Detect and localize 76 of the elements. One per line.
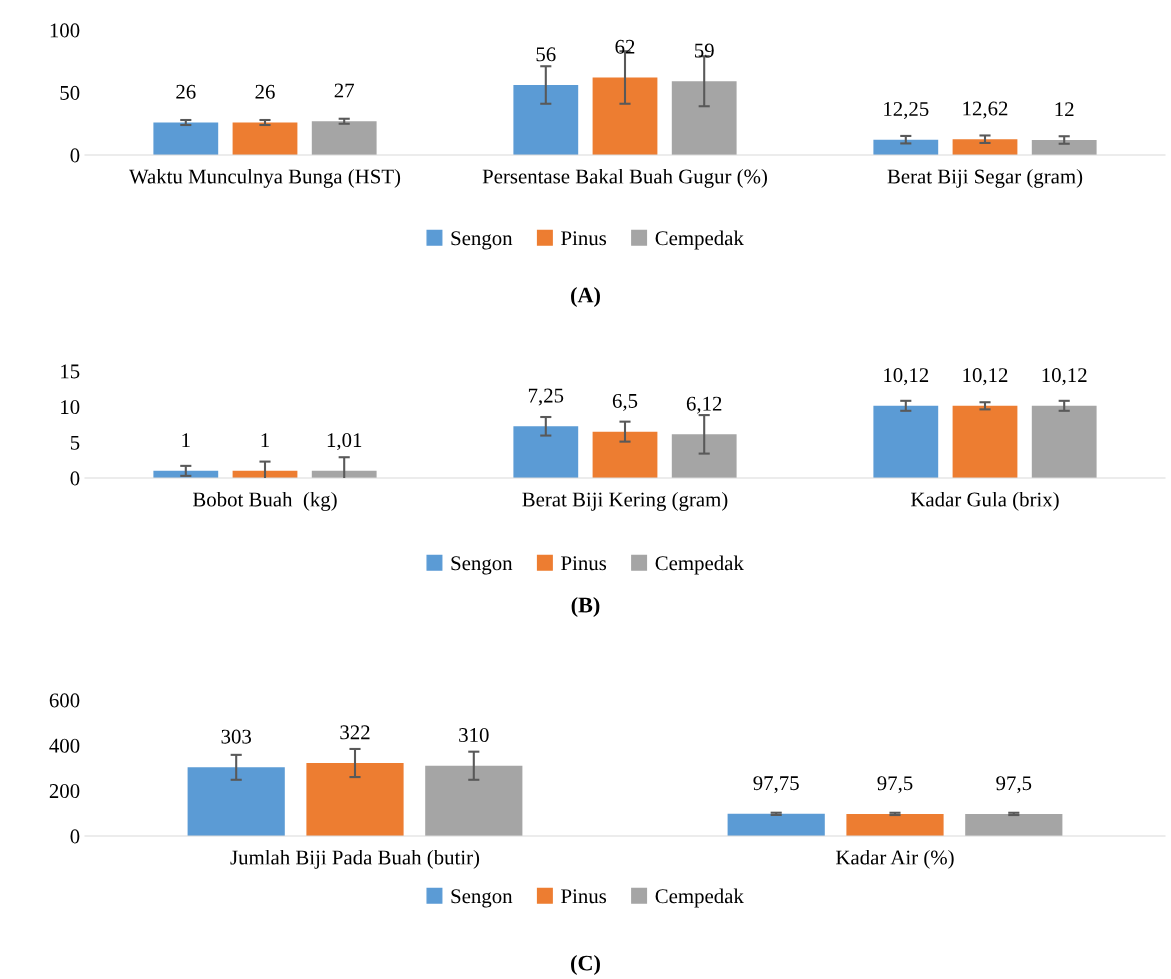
data-label: 10,12 — [963, 368, 1008, 386]
y-tick-label: 400 — [49, 738, 80, 753]
x-tick-label: Persentase Bakal Buah Gugur (%) — [482, 168, 767, 188]
y-tick-label: 5 — [70, 435, 80, 450]
x-tick-label: Kadar Air (%) — [836, 849, 954, 869]
data-label: 10,12 — [1042, 368, 1087, 386]
legend-label: Cempedak — [655, 555, 744, 575]
text: (C) — [571, 954, 600, 976]
bar — [311, 121, 377, 155]
bar — [965, 813, 1063, 836]
data-label: 12 — [1055, 102, 1074, 117]
bar — [952, 405, 1018, 478]
x-tick-label: Jumlah Biji Pada Buah (butir) — [230, 849, 480, 869]
legend-label: Sengon — [451, 231, 513, 250]
legend-label: Sengon — [451, 556, 513, 575]
y-tick-label: 15 — [61, 364, 80, 379]
y-tick-label: 0 — [70, 471, 80, 486]
bar — [306, 763, 404, 836]
bar — [232, 122, 298, 155]
data-label: 7,25 — [528, 388, 564, 406]
data-label: 310 — [459, 728, 489, 743]
bar — [513, 85, 579, 155]
data-label: 6,5 — [612, 393, 638, 411]
x-tick-label: Berat Biji Segar (gram) — [887, 168, 1083, 188]
bar — [153, 122, 219, 155]
data-label: 97,5 — [877, 776, 913, 794]
bar — [513, 426, 579, 478]
legend-label: Cempedak — [655, 888, 744, 908]
bar — [727, 813, 825, 836]
legend-label: Pinus — [561, 231, 607, 246]
data-label: 62 — [615, 39, 635, 54]
data-label: 322 — [340, 725, 370, 740]
bar — [187, 767, 285, 836]
bar — [1031, 405, 1097, 478]
y-tick-label: 50 — [60, 85, 80, 100]
y-tick-label: 10 — [61, 400, 80, 415]
bar — [671, 81, 737, 155]
data-label: 59 — [694, 43, 714, 58]
x-tick-label: Kadar Gula (brix) — [910, 491, 1059, 511]
x-tick-label: Berat Biji Kering (gram) — [522, 491, 728, 511]
text: (A) — [571, 286, 600, 308]
bar — [592, 77, 658, 155]
data-label: 1,01 — [327, 433, 362, 451]
data-label: 26 — [255, 84, 275, 99]
bar — [1031, 140, 1097, 155]
bar — [425, 765, 523, 836]
data-label: 1 — [261, 433, 269, 447]
bar — [873, 405, 939, 478]
y-tick-label: 600 — [49, 693, 80, 708]
y-tick-label: 100 — [50, 23, 80, 38]
y-tick-label: 0 — [70, 829, 80, 844]
bar — [671, 434, 737, 478]
x-tick-label: Bobot Buah (kg) — [192, 491, 337, 511]
y-tick-label: 0 — [70, 148, 80, 163]
data-label: 303 — [221, 729, 252, 744]
data-label: 97,75 — [753, 776, 799, 794]
bar — [846, 813, 944, 836]
bar — [592, 431, 658, 478]
data-label: 10,12 — [884, 368, 929, 386]
data-label: 26 — [176, 84, 196, 99]
data-label: 97,5 — [996, 776, 1032, 794]
text: (B) — [571, 596, 600, 618]
legend-label: Pinus — [561, 889, 607, 904]
x-tick-label: Waktu Munculnya Bunga (HST) — [129, 168, 401, 188]
data-label: 56 — [536, 47, 556, 62]
bar — [952, 139, 1018, 155]
data-label: 6,12 — [686, 396, 722, 414]
legend-label: Sengon — [451, 889, 513, 908]
data-label: 27 — [334, 83, 355, 98]
bar — [873, 139, 939, 155]
legend-label: Cempedak — [655, 230, 744, 250]
data-label: 12,62 — [963, 101, 1008, 119]
y-tick-label: 200 — [49, 784, 80, 799]
data-label: 12,25 — [884, 102, 929, 120]
data-label: 1 — [182, 433, 190, 447]
legend-label: Pinus — [561, 556, 607, 571]
